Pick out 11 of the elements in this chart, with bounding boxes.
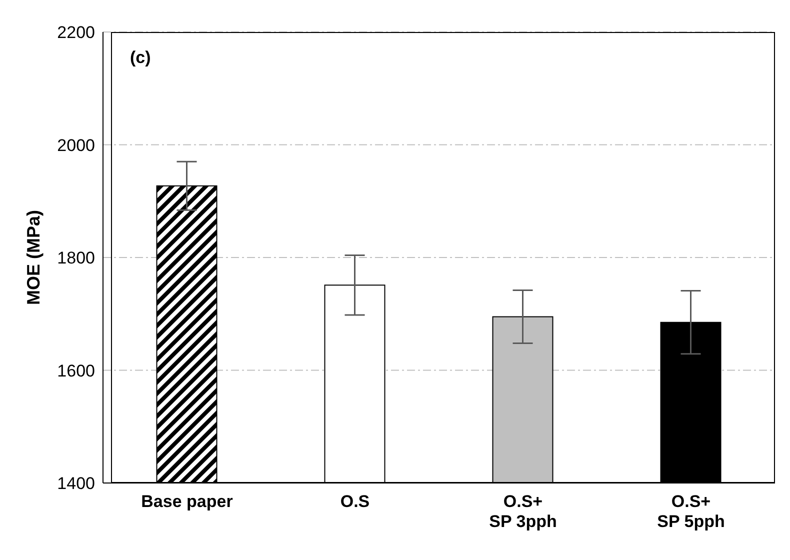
y-tick-label: 2200 — [57, 23, 95, 42]
x-tick-label: O.S+ SP 3pph — [489, 492, 557, 531]
y-tick-label: 1600 — [57, 361, 95, 380]
y-tick-label: 1400 — [57, 474, 95, 494]
x-tick-label: O.S — [340, 492, 370, 511]
y-tick-label: 1800 — [57, 248, 95, 268]
y-axis-title: MOE (MPa) — [23, 210, 44, 306]
x-tick-label: Base paper — [141, 492, 234, 511]
y-tick-label: 2000 — [57, 136, 95, 155]
x-tick-label: O.S+ SP 5pph — [657, 492, 725, 531]
annotation: (c) — [130, 48, 151, 68]
